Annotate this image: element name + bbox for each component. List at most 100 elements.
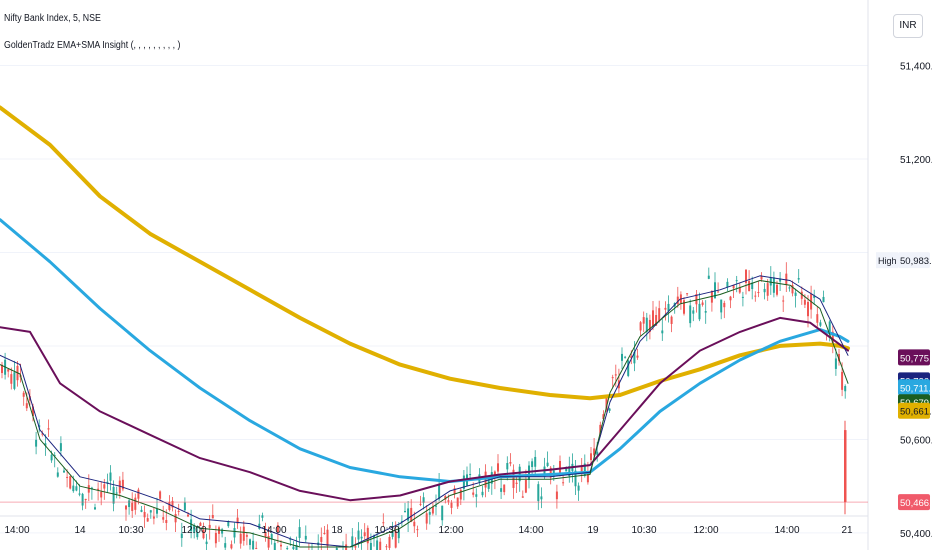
candle-body <box>515 482 518 484</box>
candle-body <box>590 453 592 461</box>
candle-body <box>698 303 701 320</box>
candle-body <box>32 406 34 417</box>
candle-body <box>748 280 751 292</box>
candle-body <box>360 536 363 539</box>
candle-body <box>462 475 465 489</box>
candle-body <box>537 484 540 502</box>
candle-body <box>841 371 844 390</box>
currency-button[interactable]: INR <box>893 14 923 38</box>
candle-body <box>822 296 825 303</box>
candle-body <box>10 374 13 384</box>
candle-body <box>292 546 295 550</box>
time-axis[interactable]: 14:00 14 10:30 12:00 14:00 18 10:30 12:00 14:00 1… <box>4 525 853 536</box>
time-tick-label: 10:30 <box>631 525 656 536</box>
candle-body <box>177 510 180 512</box>
candle-body <box>661 330 664 334</box>
candle-body <box>444 496 447 500</box>
candle-body <box>794 292 797 296</box>
indicator-legend[interactable]: GoldenTradz EMA+SMA Insight (, , , , , ,… <box>4 40 181 51</box>
candle-body <box>714 282 716 299</box>
candle-body <box>803 299 806 305</box>
candle-body <box>44 443 47 446</box>
candle-body <box>245 535 248 537</box>
candle-body <box>642 317 645 324</box>
candle-body <box>183 502 186 511</box>
candle-body <box>509 462 512 464</box>
candle-body <box>521 496 524 498</box>
price-axis[interactable]: 51,400.00 51,200.00 50,600.00 50,400.00 <box>900 61 932 539</box>
candle-body <box>422 497 425 503</box>
candle-body <box>249 539 251 545</box>
candle-body <box>78 493 81 495</box>
candle-body <box>221 529 224 534</box>
candle-body <box>518 466 521 482</box>
price-label-value: 50,661.48 <box>900 407 932 418</box>
candle-body <box>450 502 453 508</box>
candle-body <box>555 491 558 500</box>
candle-body <box>13 372 16 389</box>
candle-body <box>280 544 282 547</box>
candle-body <box>717 291 720 293</box>
candle-body <box>137 489 140 499</box>
candle-body <box>658 308 661 322</box>
candle-body <box>258 523 261 529</box>
candle-body <box>261 515 264 518</box>
candle-body <box>404 510 406 512</box>
candle-body <box>670 316 673 324</box>
candle-body <box>763 288 766 293</box>
candle-body <box>760 276 763 280</box>
candle-body <box>97 488 100 490</box>
candle-body <box>196 531 199 538</box>
candle-body <box>149 510 152 513</box>
candle-body <box>583 463 586 476</box>
candle-body <box>264 532 267 537</box>
candle-body <box>586 472 589 483</box>
candle-body <box>59 443 62 451</box>
candle-body <box>242 526 245 541</box>
candle-body <box>732 284 735 289</box>
time-tick-label: 12:00 <box>181 525 206 536</box>
candle-body <box>788 287 791 289</box>
candle-body <box>25 403 28 409</box>
candle-body <box>400 521 403 523</box>
time-tick-label: 21 <box>841 525 853 536</box>
candle-body <box>627 360 630 376</box>
candle-body <box>428 512 431 515</box>
candle-body <box>66 476 69 478</box>
candle-body <box>599 424 602 435</box>
candle-body <box>156 508 158 514</box>
price-label-bg <box>898 494 930 511</box>
candle-body <box>391 532 394 537</box>
candle-body <box>766 283 769 296</box>
candle-body <box>633 351 636 364</box>
candle-body <box>255 547 258 549</box>
candle-body <box>363 532 366 537</box>
candle-body <box>407 508 410 521</box>
candle-body <box>772 277 775 293</box>
candle-body <box>577 485 580 491</box>
candle-body <box>252 540 255 550</box>
candle-body <box>7 369 10 372</box>
time-tick-label: 19 <box>587 525 599 536</box>
price-label-value: 50,775.57 <box>900 353 932 364</box>
candle-body <box>230 544 233 549</box>
time-tick-label: 14:00 <box>261 525 286 536</box>
candle-body <box>351 536 354 548</box>
candle-body <box>56 472 59 477</box>
candle-body <box>152 516 155 519</box>
candle-body <box>286 548 289 550</box>
price-tick-label: 50,400.00 <box>900 529 932 540</box>
candle-body <box>112 486 115 504</box>
candle-body <box>63 470 65 473</box>
candle-body <box>41 433 44 435</box>
candle-body <box>472 492 475 495</box>
price-label-tag-bg <box>876 252 898 269</box>
candle-body <box>397 529 400 539</box>
candle-body <box>168 501 171 510</box>
candle-body <box>574 470 577 487</box>
candle-body <box>323 532 326 535</box>
price-label-bg <box>898 379 930 396</box>
candle-body <box>131 502 134 511</box>
candle-body <box>134 497 137 510</box>
